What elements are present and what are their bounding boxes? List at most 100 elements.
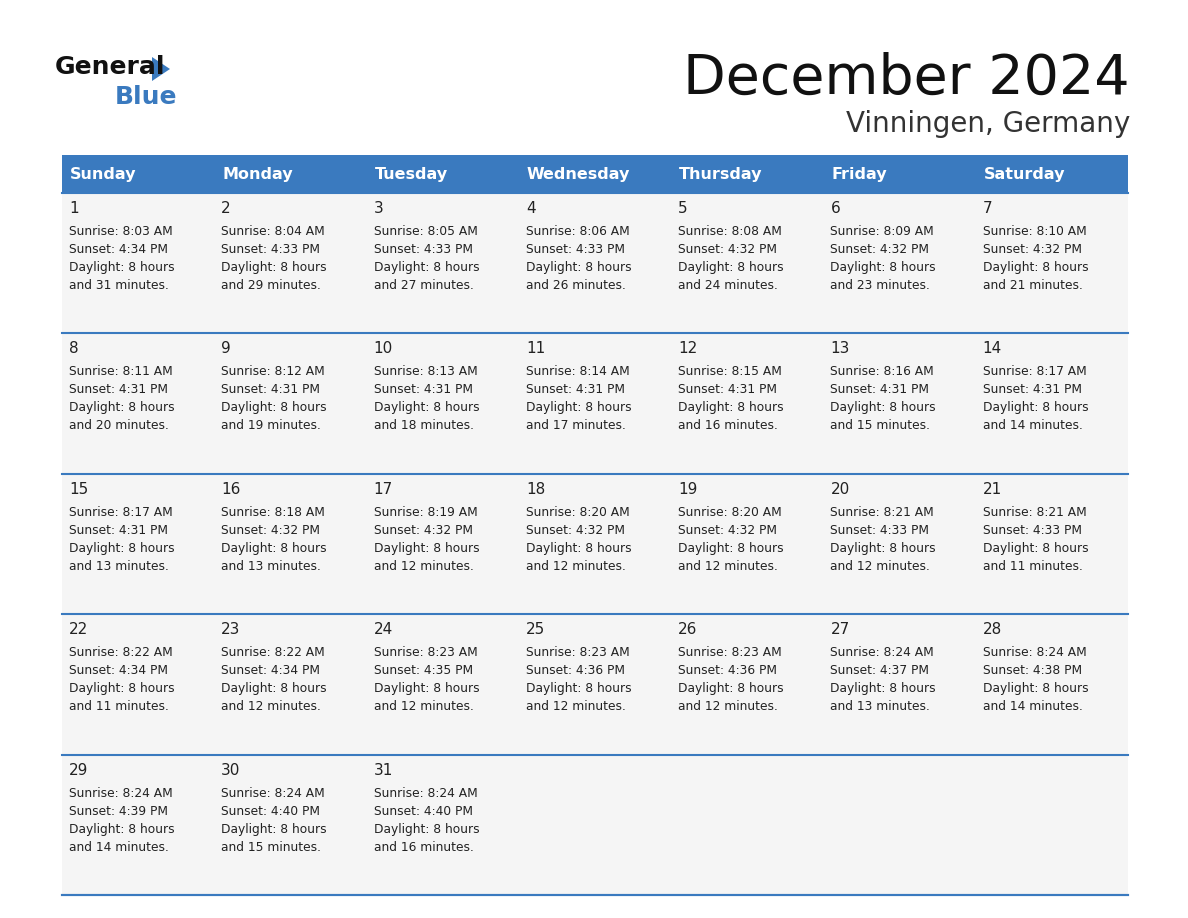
Text: Sunrise: 8:22 AM: Sunrise: 8:22 AM <box>69 646 172 659</box>
Text: 23: 23 <box>221 622 241 637</box>
Text: Sunrise: 8:20 AM: Sunrise: 8:20 AM <box>678 506 782 519</box>
Text: Daylight: 8 hours: Daylight: 8 hours <box>373 682 479 695</box>
Text: Sunset: 4:32 PM: Sunset: 4:32 PM <box>526 524 625 537</box>
Text: Daylight: 8 hours: Daylight: 8 hours <box>221 823 327 835</box>
Text: Monday: Monday <box>222 166 293 182</box>
Text: Sunset: 4:31 PM: Sunset: 4:31 PM <box>373 384 473 397</box>
Text: Sunrise: 8:24 AM: Sunrise: 8:24 AM <box>373 787 478 800</box>
Bar <box>975 474 1127 614</box>
Text: Sunrise: 8:22 AM: Sunrise: 8:22 AM <box>221 646 326 659</box>
Text: Sunset: 4:33 PM: Sunset: 4:33 PM <box>221 243 321 256</box>
Text: Daylight: 8 hours: Daylight: 8 hours <box>373 542 479 554</box>
Text: Sunrise: 8:17 AM: Sunrise: 8:17 AM <box>69 506 172 519</box>
Text: 18: 18 <box>526 482 545 497</box>
Bar <box>671 333 823 474</box>
Text: and 14 minutes.: and 14 minutes. <box>982 420 1082 432</box>
Bar <box>62 755 214 895</box>
Text: and 16 minutes.: and 16 minutes. <box>373 841 474 854</box>
Text: and 18 minutes.: and 18 minutes. <box>373 420 474 432</box>
Bar <box>823 333 975 474</box>
Text: Sunset: 4:33 PM: Sunset: 4:33 PM <box>830 524 929 537</box>
Bar <box>214 614 367 755</box>
Text: 6: 6 <box>830 201 840 216</box>
Text: Sunset: 4:32 PM: Sunset: 4:32 PM <box>982 243 1082 256</box>
Bar <box>519 333 671 474</box>
Text: and 12 minutes.: and 12 minutes. <box>526 560 626 573</box>
Bar <box>823 474 975 614</box>
Text: and 14 minutes.: and 14 minutes. <box>69 841 169 854</box>
Text: Sunset: 4:31 PM: Sunset: 4:31 PM <box>69 524 168 537</box>
Text: 7: 7 <box>982 201 992 216</box>
Bar <box>975 614 1127 755</box>
Text: Sunset: 4:32 PM: Sunset: 4:32 PM <box>221 524 321 537</box>
Text: Daylight: 8 hours: Daylight: 8 hours <box>526 682 632 695</box>
Bar <box>62 193 214 333</box>
Text: Sunrise: 8:23 AM: Sunrise: 8:23 AM <box>526 646 630 659</box>
Text: 29: 29 <box>69 763 88 778</box>
Text: Sunrise: 8:16 AM: Sunrise: 8:16 AM <box>830 365 934 378</box>
Text: Daylight: 8 hours: Daylight: 8 hours <box>69 823 175 835</box>
Bar <box>367 333 519 474</box>
Bar <box>62 614 214 755</box>
Text: Daylight: 8 hours: Daylight: 8 hours <box>526 401 632 414</box>
Polygon shape <box>152 57 170 81</box>
Text: Sunset: 4:32 PM: Sunset: 4:32 PM <box>373 524 473 537</box>
Text: and 24 minutes.: and 24 minutes. <box>678 279 778 292</box>
Text: Sunset: 4:34 PM: Sunset: 4:34 PM <box>69 243 168 256</box>
Text: Sunrise: 8:24 AM: Sunrise: 8:24 AM <box>830 646 934 659</box>
Bar <box>671 474 823 614</box>
Text: 17: 17 <box>373 482 393 497</box>
Bar <box>214 755 367 895</box>
Text: Sunday: Sunday <box>70 166 137 182</box>
Bar <box>823 614 975 755</box>
Text: Sunset: 4:32 PM: Sunset: 4:32 PM <box>678 243 777 256</box>
Text: Daylight: 8 hours: Daylight: 8 hours <box>221 261 327 274</box>
Bar <box>367 193 519 333</box>
Text: and 12 minutes.: and 12 minutes. <box>373 560 474 573</box>
Text: 22: 22 <box>69 622 88 637</box>
Text: Sunset: 4:40 PM: Sunset: 4:40 PM <box>373 804 473 818</box>
Text: 21: 21 <box>982 482 1001 497</box>
Text: and 15 minutes.: and 15 minutes. <box>830 420 930 432</box>
Bar <box>214 333 367 474</box>
Text: Daylight: 8 hours: Daylight: 8 hours <box>221 682 327 695</box>
Text: Daylight: 8 hours: Daylight: 8 hours <box>678 682 784 695</box>
Text: Daylight: 8 hours: Daylight: 8 hours <box>982 682 1088 695</box>
Text: Daylight: 8 hours: Daylight: 8 hours <box>982 401 1088 414</box>
Text: and 27 minutes.: and 27 minutes. <box>373 279 474 292</box>
Text: Daylight: 8 hours: Daylight: 8 hours <box>526 542 632 554</box>
Text: 30: 30 <box>221 763 241 778</box>
Text: Sunset: 4:32 PM: Sunset: 4:32 PM <box>678 524 777 537</box>
Text: 3: 3 <box>373 201 384 216</box>
Text: Sunrise: 8:24 AM: Sunrise: 8:24 AM <box>221 787 326 800</box>
Bar <box>62 333 214 474</box>
Text: and 19 minutes.: and 19 minutes. <box>221 420 321 432</box>
Bar <box>519 193 671 333</box>
Text: 5: 5 <box>678 201 688 216</box>
Bar <box>671 193 823 333</box>
Text: Sunset: 4:36 PM: Sunset: 4:36 PM <box>526 665 625 677</box>
Bar <box>519 474 671 614</box>
Text: Daylight: 8 hours: Daylight: 8 hours <box>830 682 936 695</box>
Text: Daylight: 8 hours: Daylight: 8 hours <box>830 261 936 274</box>
Text: and 12 minutes.: and 12 minutes. <box>526 700 626 713</box>
Text: 27: 27 <box>830 622 849 637</box>
Text: Sunrise: 8:03 AM: Sunrise: 8:03 AM <box>69 225 172 238</box>
Text: and 26 minutes.: and 26 minutes. <box>526 279 626 292</box>
Text: 11: 11 <box>526 341 545 356</box>
Text: Sunset: 4:34 PM: Sunset: 4:34 PM <box>221 665 321 677</box>
Text: Daylight: 8 hours: Daylight: 8 hours <box>373 261 479 274</box>
Text: and 12 minutes.: and 12 minutes. <box>830 560 930 573</box>
Text: 1: 1 <box>69 201 78 216</box>
Text: Sunrise: 8:24 AM: Sunrise: 8:24 AM <box>982 646 1087 659</box>
Text: 20: 20 <box>830 482 849 497</box>
Bar <box>214 474 367 614</box>
Text: 9: 9 <box>221 341 230 356</box>
Bar <box>671 614 823 755</box>
Bar <box>975 333 1127 474</box>
Text: Sunset: 4:31 PM: Sunset: 4:31 PM <box>526 384 625 397</box>
Text: Daylight: 8 hours: Daylight: 8 hours <box>982 261 1088 274</box>
Text: Sunrise: 8:23 AM: Sunrise: 8:23 AM <box>678 646 782 659</box>
Text: Sunrise: 8:17 AM: Sunrise: 8:17 AM <box>982 365 1087 378</box>
Text: and 12 minutes.: and 12 minutes. <box>678 700 778 713</box>
